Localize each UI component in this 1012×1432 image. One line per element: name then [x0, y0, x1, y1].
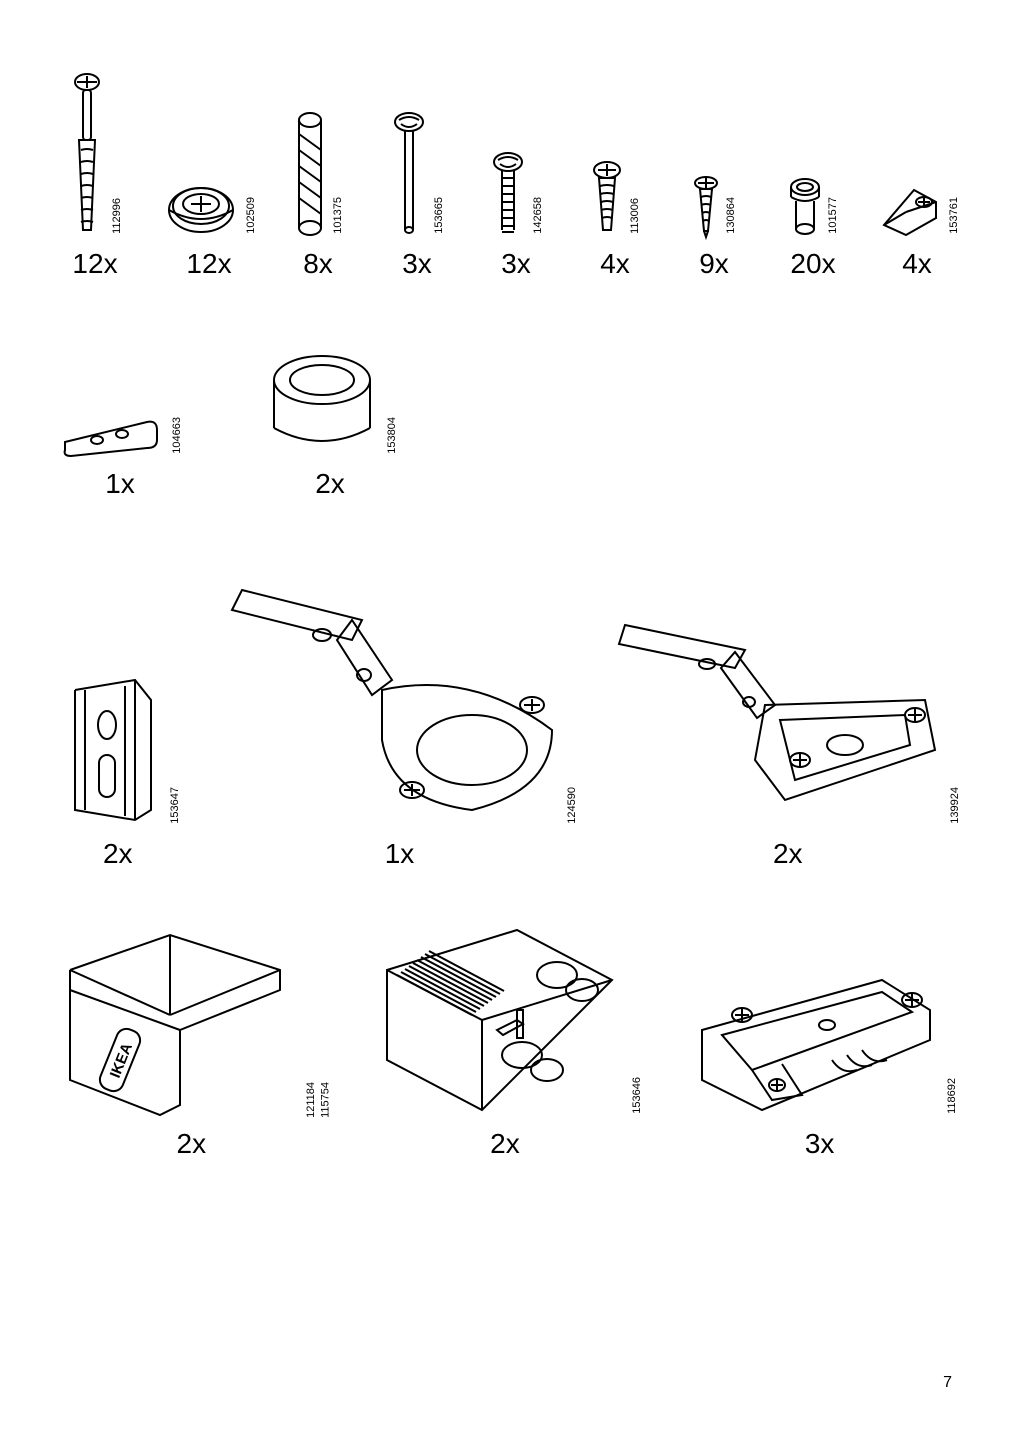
parts-row-4: IKEA 121184 115754 2x — [50, 910, 962, 1160]
wood-screw-icon — [589, 160, 625, 240]
part-qty: 1x — [105, 468, 135, 500]
part-130864: 130864 9x — [674, 60, 754, 280]
part-qty: 8x — [303, 248, 333, 280]
part-number: 153761 — [948, 197, 960, 234]
part-number: 139924 — [949, 787, 961, 824]
part-number: 118692 — [946, 1078, 958, 1114]
part-153804: 153804 2x — [250, 330, 410, 500]
part-113006: 113006 4x — [575, 60, 655, 280]
part-qty: 9x — [699, 248, 729, 280]
hinge-large-icon — [222, 570, 562, 830]
part-qty: 12x — [72, 248, 117, 280]
small-screw-icon — [691, 175, 721, 240]
part-102509: 102509 12x — [159, 60, 259, 280]
part-number: 101577 — [827, 197, 839, 234]
part-142658: 142658 3x — [476, 60, 556, 280]
plastic-cap-icon — [787, 175, 823, 240]
part-number: 102509 — [245, 197, 257, 234]
part-qty: 20x — [790, 248, 835, 280]
part-number: 153647 — [169, 787, 181, 824]
part-153647: 153647 2x — [50, 550, 186, 870]
part-qty: 2x — [315, 468, 345, 500]
dowel-icon — [293, 110, 328, 240]
hinge-plate-icon — [55, 670, 165, 830]
key-plate-icon — [57, 410, 167, 460]
part-qty: 4x — [902, 248, 932, 280]
bracket-icon — [874, 170, 944, 240]
part-number: 124590 — [566, 787, 578, 824]
part-112996: 112996 12x — [50, 60, 140, 280]
part-qty: 2x — [177, 1128, 207, 1160]
part-number: 113006 — [629, 198, 641, 234]
part-number: 104663 — [171, 417, 183, 454]
part-qty: 1x — [385, 838, 415, 870]
part-number: 153646 — [631, 1077, 643, 1114]
part-qty: 12x — [186, 248, 231, 280]
part-153646: 153646 2x — [363, 910, 648, 1160]
part-118692: 118692 3x — [677, 940, 962, 1160]
part-101577: 101577 20x — [773, 60, 853, 280]
hinge-large2-icon — [615, 610, 945, 830]
mounting-plate-icon — [682, 960, 942, 1120]
cam-bolt-icon — [67, 70, 107, 240]
part-qty: 4x — [600, 248, 630, 280]
parts-row-1: 112996 12x 102509 12x — [50, 60, 962, 280]
part-104663: 104663 1x — [50, 330, 190, 500]
part-number: 121184 115754 — [304, 1082, 333, 1118]
part-number: 153665 — [433, 197, 445, 234]
spacer-ring-icon — [262, 350, 382, 460]
part-number: 142658 — [532, 197, 544, 234]
part-qty: 2x — [773, 838, 803, 870]
part-153665: 153665 3x — [377, 60, 457, 280]
part-qty: 2x — [103, 838, 133, 870]
part-qty: 3x — [805, 1128, 835, 1160]
part-124590: 124590 1x — [216, 550, 584, 870]
part-number: 101375 — [332, 197, 344, 234]
part-121184: IKEA 121184 115754 2x — [50, 910, 333, 1160]
parts-row-2: 104663 1x 153804 2x — [50, 330, 962, 500]
part-qty: 3x — [402, 248, 432, 280]
machine-screw-icon — [488, 150, 528, 240]
part-153761: 153761 4x — [872, 60, 962, 280]
ikea-bracket-icon: IKEA — [50, 920, 300, 1120]
part-qty: 2x — [490, 1128, 520, 1160]
parts-row-3: 153647 2x — [50, 550, 962, 870]
cam-lock-icon — [161, 180, 241, 240]
long-bolt-icon — [389, 110, 429, 240]
part-number: 130864 — [725, 197, 737, 234]
page-number: 7 — [943, 1374, 952, 1392]
part-qty: 3x — [501, 248, 531, 280]
vent-plate-icon — [367, 920, 627, 1120]
part-number: 153804 — [386, 417, 398, 454]
part-number: 112996 — [111, 198, 123, 234]
part-139924: 139924 2x — [613, 600, 962, 870]
part-101375: 101375 8x — [278, 60, 358, 280]
